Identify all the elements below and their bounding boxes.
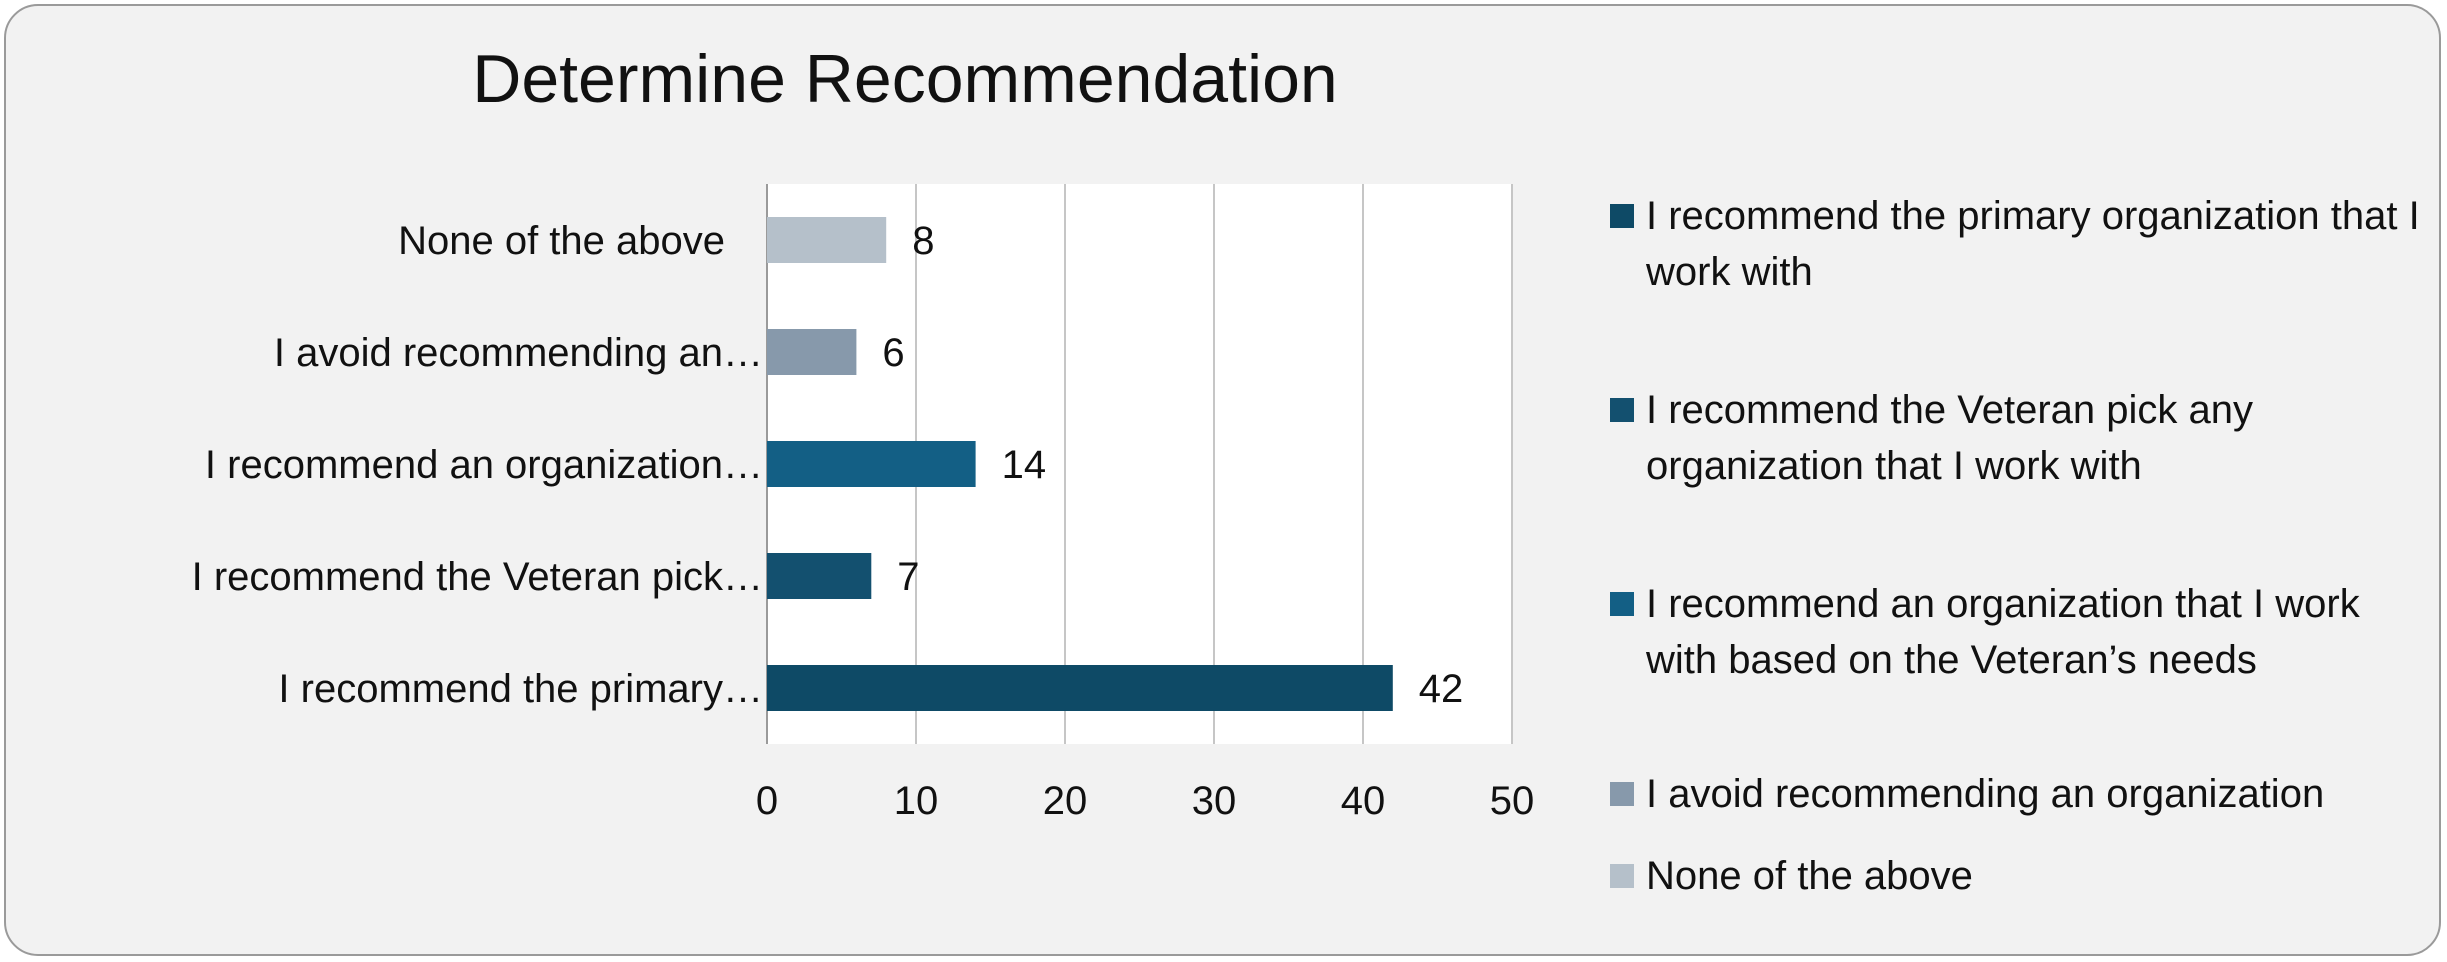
x-tick-label: 20 [1043,779,1088,823]
x-tick-label: 30 [1192,779,1237,823]
category-label: I recommend the primary… [278,667,763,711]
legend-swatch [1610,864,1634,888]
category-label: I recommend the Veteran pick… [192,555,763,599]
category-label: I recommend an organization… [205,443,763,487]
category-label: I avoid recommending an… [274,331,763,375]
data-label: 6 [882,331,904,375]
bar-chart-plot: 0 10 20 30 40 50 42 I recommend the primary… 7 I … [192,184,1535,823]
bar [767,217,887,263]
chart-title: Determine Recommendation [472,41,1338,117]
legend-label: I recommend the Veteran pick any organiz… [1646,388,2253,488]
x-tick-label: 0 [756,779,778,823]
legend-label: I recommend an organization that I work … [1646,582,2360,682]
legend-swatch [1610,398,1634,422]
x-tick-label: 40 [1341,779,1386,823]
category-label: None of the above [398,219,725,263]
legend-label: I recommend the primary organization tha… [1646,194,2420,294]
chart-legend: I recommend the primary organization tha… [1606,0,2426,962]
data-label: 14 [1002,443,1047,487]
bar [767,665,1393,711]
legend-swatch [1610,204,1634,228]
data-label: 42 [1419,667,1464,711]
legend-swatch [1610,782,1634,806]
x-tick-label: 10 [894,779,939,823]
bar [767,441,976,487]
x-tick-label: 50 [1490,779,1535,823]
legend-label: I avoid recommending an organization [1646,772,2325,816]
legend-swatch [1610,592,1634,616]
legend-label: None of the above [1646,854,1973,898]
bar [767,553,872,599]
data-label: 7 [897,555,919,599]
bar [767,329,857,375]
data-label: 8 [912,219,934,263]
